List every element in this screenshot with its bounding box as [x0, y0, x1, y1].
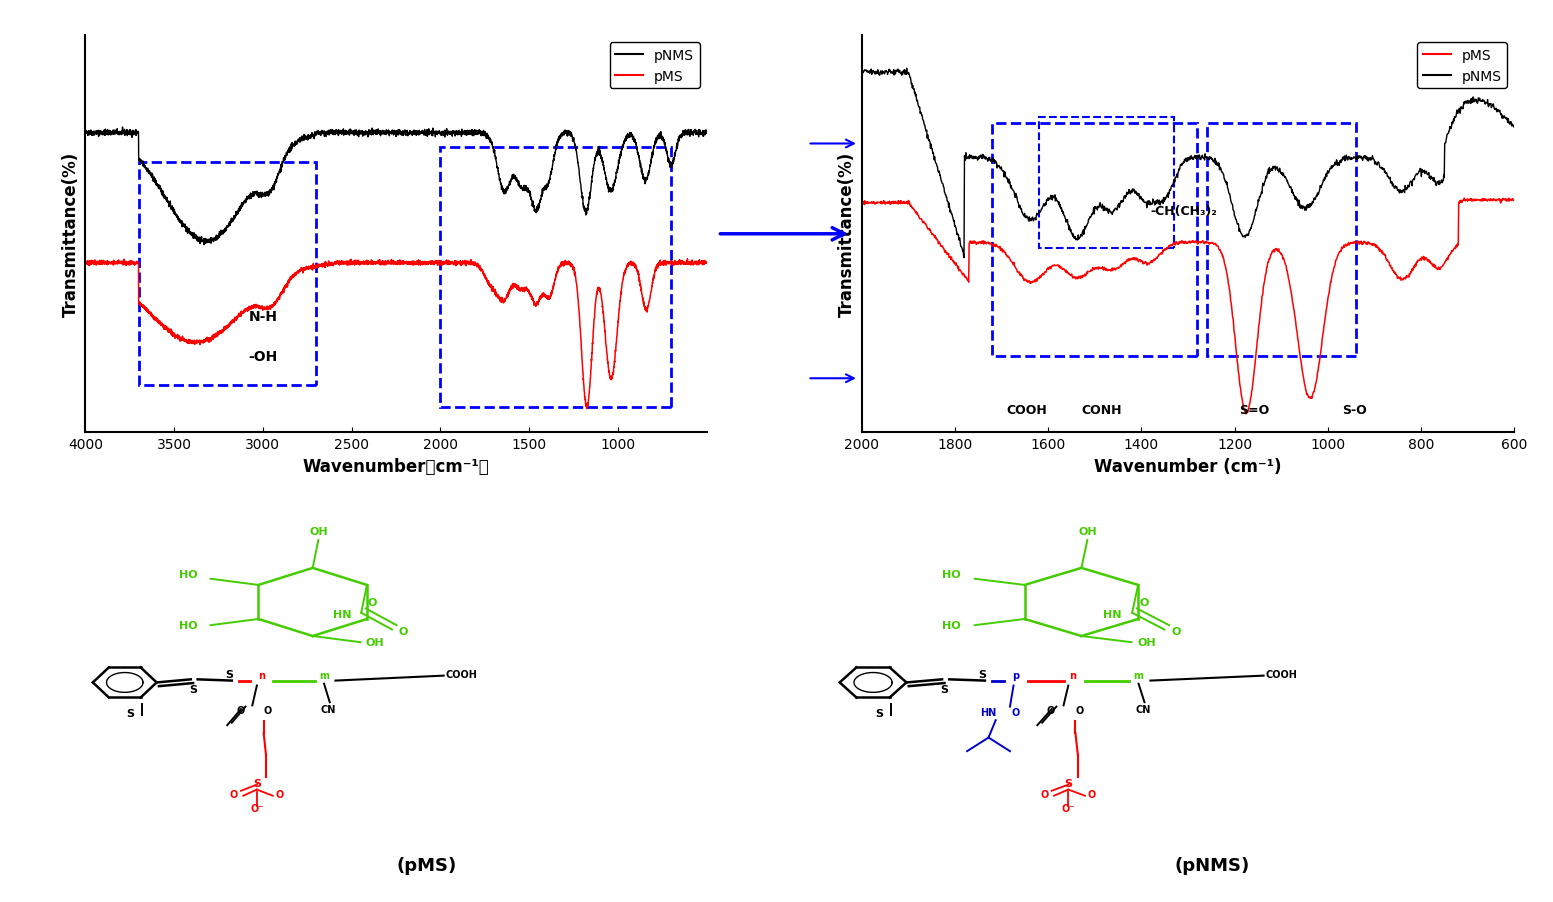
Text: COOH: COOH	[1006, 403, 1047, 416]
Text: CN: CN	[1135, 704, 1151, 713]
Legend: pNMS, pMS: pNMS, pMS	[610, 43, 700, 89]
Text: S: S	[1064, 778, 1072, 788]
Text: COOH: COOH	[446, 669, 478, 679]
Text: HO: HO	[179, 570, 197, 580]
Text: N-H: N-H	[248, 310, 278, 324]
Text: -OH: -OH	[248, 350, 278, 364]
Text: S-O: S-O	[1342, 403, 1367, 416]
Text: O: O	[1089, 789, 1096, 799]
X-axis label: Wavenumber (cm⁻¹): Wavenumber (cm⁻¹)	[1095, 457, 1281, 475]
Text: n: n	[258, 670, 266, 680]
Text: CONH: CONH	[1081, 403, 1121, 416]
Text: S: S	[126, 709, 135, 719]
Text: p: p	[1013, 670, 1019, 680]
Text: OH: OH	[1138, 637, 1155, 647]
Text: O: O	[368, 597, 377, 607]
Text: S=O: S=O	[1239, 403, 1269, 416]
Text: O: O	[1041, 789, 1048, 799]
Text: O: O	[1140, 597, 1149, 607]
Y-axis label: Transmittance(%): Transmittance(%)	[62, 152, 79, 318]
Text: (pMS): (pMS)	[396, 856, 457, 874]
Text: OH: OH	[309, 526, 328, 537]
Text: O: O	[236, 705, 245, 715]
Bar	[992, 124, 1197, 356]
Text: S: S	[189, 685, 197, 695]
Text: O: O	[1171, 627, 1180, 637]
Bar	[441, 148, 671, 408]
Text: HO: HO	[941, 570, 960, 580]
Text: O⁻: O⁻	[250, 803, 264, 813]
Text: HN: HN	[332, 610, 351, 620]
Text: O: O	[1047, 705, 1054, 715]
Bar	[1039, 118, 1174, 249]
Text: m: m	[318, 670, 329, 680]
Text: m: m	[1134, 670, 1143, 680]
Bar	[138, 162, 317, 386]
Bar	[1207, 124, 1356, 356]
Text: S: S	[253, 778, 261, 788]
Legend: pMS, pNMS: pMS, pNMS	[1418, 43, 1508, 89]
Text: O: O	[275, 789, 284, 799]
Text: OH: OH	[1078, 526, 1096, 537]
Text: S: S	[225, 669, 233, 679]
Text: (pNMS): (pNMS)	[1174, 856, 1250, 874]
Text: n: n	[1070, 670, 1076, 680]
Text: CN: CN	[321, 704, 337, 713]
Text: O: O	[1075, 705, 1084, 715]
Text: O: O	[399, 627, 408, 637]
Text: HO: HO	[941, 620, 960, 630]
Text: HN: HN	[980, 707, 997, 717]
Text: O: O	[230, 789, 238, 799]
Text: O: O	[264, 705, 272, 715]
Text: S: S	[874, 709, 884, 719]
Text: S: S	[941, 685, 949, 695]
Text: HN: HN	[1103, 610, 1121, 620]
Text: OH: OH	[367, 637, 385, 647]
Y-axis label: Transmittance(%): Transmittance(%)	[839, 152, 856, 318]
Text: S: S	[978, 669, 986, 679]
Text: COOH: COOH	[1266, 669, 1298, 679]
Text: O⁻: O⁻	[1062, 803, 1075, 813]
Text: HO: HO	[179, 620, 197, 630]
Text: -CH(CH₃)₂: -CH(CH₃)₂	[1151, 205, 1218, 217]
Text: O: O	[1013, 707, 1020, 717]
X-axis label: Wavenumber（cm⁻¹）: Wavenumber（cm⁻¹）	[303, 457, 489, 475]
